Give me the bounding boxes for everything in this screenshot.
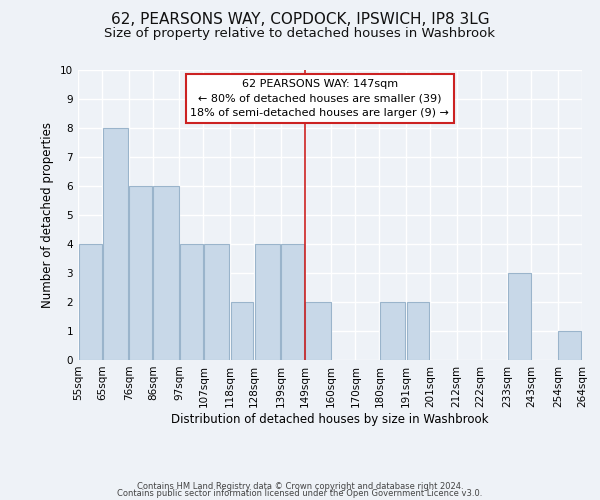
Y-axis label: Number of detached properties: Number of detached properties: [41, 122, 55, 308]
Bar: [559, 331, 581, 360]
Bar: [103, 128, 128, 360]
Bar: [254, 244, 280, 360]
Bar: [204, 244, 229, 360]
Bar: [154, 186, 179, 360]
Bar: [281, 244, 304, 360]
Text: Size of property relative to detached houses in Washbrook: Size of property relative to detached ho…: [104, 28, 496, 40]
Bar: [407, 302, 430, 360]
Text: 62, PEARSONS WAY, COPDOCK, IPSWICH, IP8 3LG: 62, PEARSONS WAY, COPDOCK, IPSWICH, IP8 …: [110, 12, 490, 28]
Bar: [380, 302, 406, 360]
Bar: [129, 186, 152, 360]
Text: 62 PEARSONS WAY: 147sqm
← 80% of detached houses are smaller (39)
18% of semi-de: 62 PEARSONS WAY: 147sqm ← 80% of detache…: [190, 78, 449, 118]
Bar: [508, 273, 531, 360]
Bar: [230, 302, 253, 360]
Bar: [180, 244, 203, 360]
Text: Contains HM Land Registry data © Crown copyright and database right 2024.: Contains HM Land Registry data © Crown c…: [137, 482, 463, 491]
Text: Contains public sector information licensed under the Open Government Licence v3: Contains public sector information licen…: [118, 490, 482, 498]
Bar: [79, 244, 101, 360]
X-axis label: Distribution of detached houses by size in Washbrook: Distribution of detached houses by size …: [171, 412, 489, 426]
Bar: [305, 302, 331, 360]
